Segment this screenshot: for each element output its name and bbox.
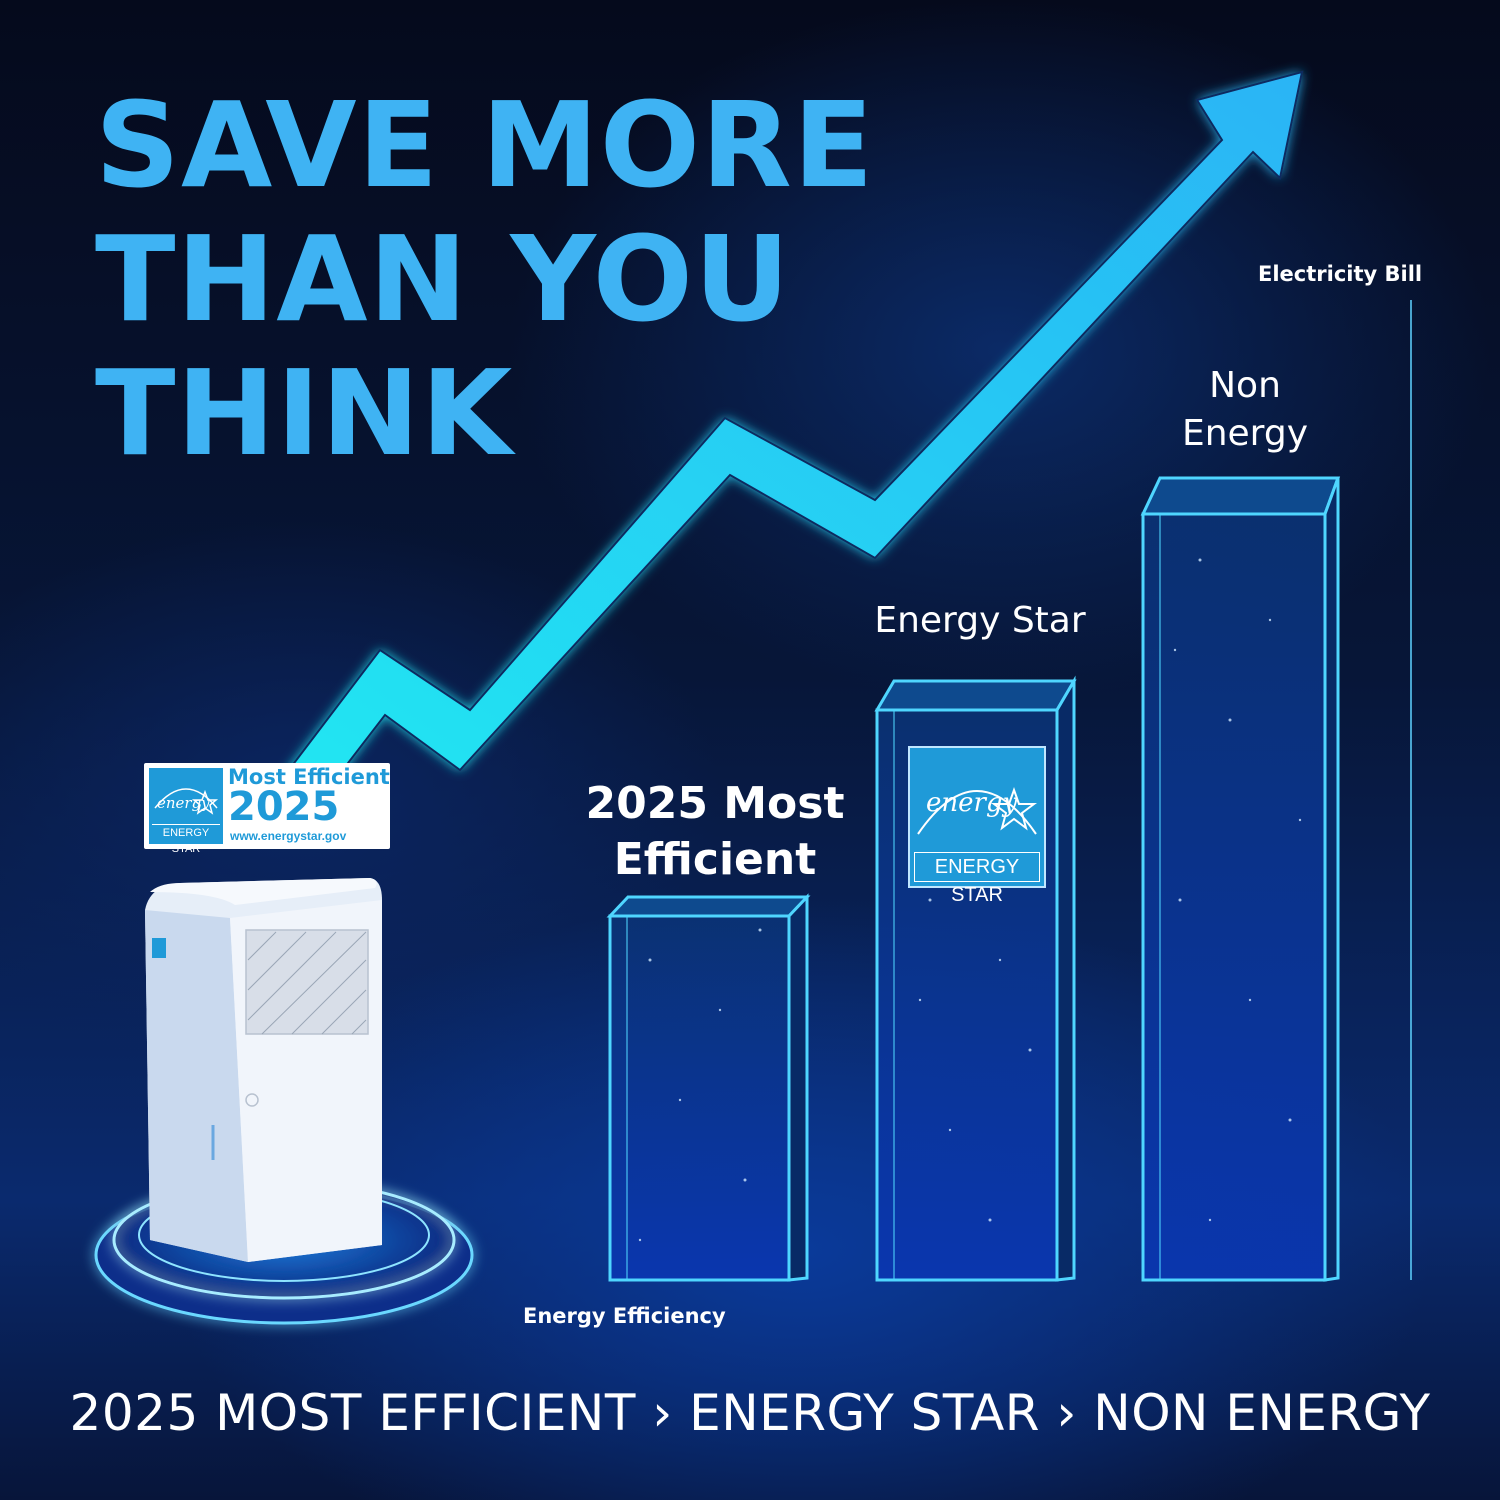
bar-2025-most-efficient — [606, 893, 811, 1282]
bar-label-non-energy: Non Energy — [1140, 362, 1350, 458]
headline: SAVE MORE THAN YOU THINK — [95, 78, 945, 480]
headline-line-3: THINK — [95, 344, 514, 482]
badge-title: Most Efficient — [228, 765, 390, 789]
headline-line-1: SAVE MORE — [95, 76, 875, 214]
x-axis-label: Energy Efficiency — [523, 1304, 726, 1328]
bar-non-energy — [1140, 476, 1341, 1282]
energy-star-arc-icon — [154, 788, 219, 815]
energy-star-text: ENERGY STAR — [152, 824, 220, 855]
bar-label-line: Non — [1209, 365, 1281, 406]
bar-label-energy-star: Energy Star — [874, 600, 1086, 641]
energy-star-text: ENERGY STAR — [914, 852, 1040, 906]
badge-url: www.energystar.gov — [230, 829, 347, 843]
energy-script: energy — [926, 788, 1018, 818]
y-axis-label: Electricity Bill — [1258, 262, 1423, 286]
bar-label-2025-most-efficient: 2025 Most Efficient — [560, 776, 870, 888]
trend-arrow-icon — [283, 70, 1304, 782]
dehumidifier-product-image — [145, 878, 382, 1262]
most-efficient-badge: energy ENERGY STAR Most Efficient 2025 w… — [144, 763, 390, 855]
energy-script: energy — [157, 794, 210, 812]
headline-line-2: THAN YOU — [95, 210, 791, 348]
energy-star-arc-icon — [917, 787, 1037, 835]
badge-year: 2025 — [228, 784, 340, 830]
energy-star-logo-icon: energy ENERGY STAR — [908, 746, 1046, 906]
comparison-banner: 2025 MOST EFFICIENT › ENERGY STAR › NON … — [69, 1384, 1431, 1442]
bar-label-line: Efficient — [613, 834, 817, 885]
energy-star-logo-icon: energy ENERGY STAR — [149, 768, 223, 855]
bar-label-line: Energy — [1181, 413, 1309, 454]
star-specks — [638, 558, 1302, 1242]
bar-label-line: 2025 Most — [585, 778, 845, 829]
